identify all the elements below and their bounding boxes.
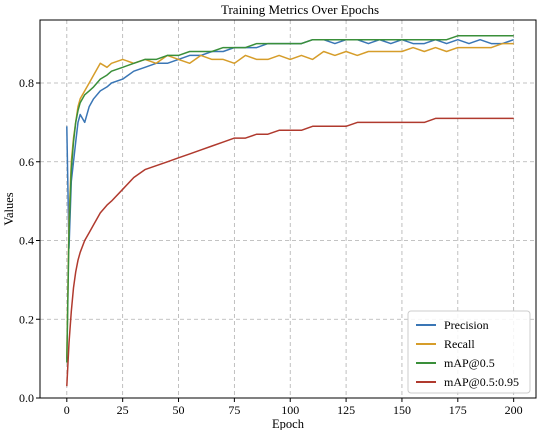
x-tick-label: 125 [337,403,355,417]
y-tick-label: 0.0 [19,391,34,405]
chart-title: Training Metrics Over Epochs [221,2,379,17]
legend-box [407,310,531,394]
x-tick-label: 200 [505,403,523,417]
x-tick-label: 25 [117,403,129,417]
x-tick-label: 150 [393,403,411,417]
y-tick-label: 0.2 [19,312,34,326]
legend-label: Recall [444,337,475,351]
legend-label: mAP@0.5 [444,356,495,370]
series-line-3 [66,35,514,363]
y-axis-label: Values [2,192,16,225]
plot-frame [39,19,537,399]
legend: Precision Recall mAP@0.5 mAP@0.5:0.95 [407,310,531,394]
series-lines [66,35,514,387]
x-tick-label: 50 [173,403,185,417]
x-tick-label: 100 [281,403,299,417]
x-tick-label: 175 [449,403,467,417]
series-line-2 [66,42,514,359]
y-tick-label: 0.6 [19,155,34,169]
axis-ticks: 0 25 50 75 100 125 150 175 200 0.0 0.2 0.4 0.6 0.8 [19,76,523,417]
legend-label: Precision [444,318,489,332]
x-axis-label: Epoch [272,417,305,430]
x-tick-label: 75 [228,403,240,417]
x-tick-label: 0 [64,403,70,417]
legend-label: mAP@0.5:0.95 [444,375,519,389]
y-tick-label: 0.4 [19,234,34,248]
series-line-4 [66,117,514,387]
y-tick-label: 0.8 [19,76,34,90]
